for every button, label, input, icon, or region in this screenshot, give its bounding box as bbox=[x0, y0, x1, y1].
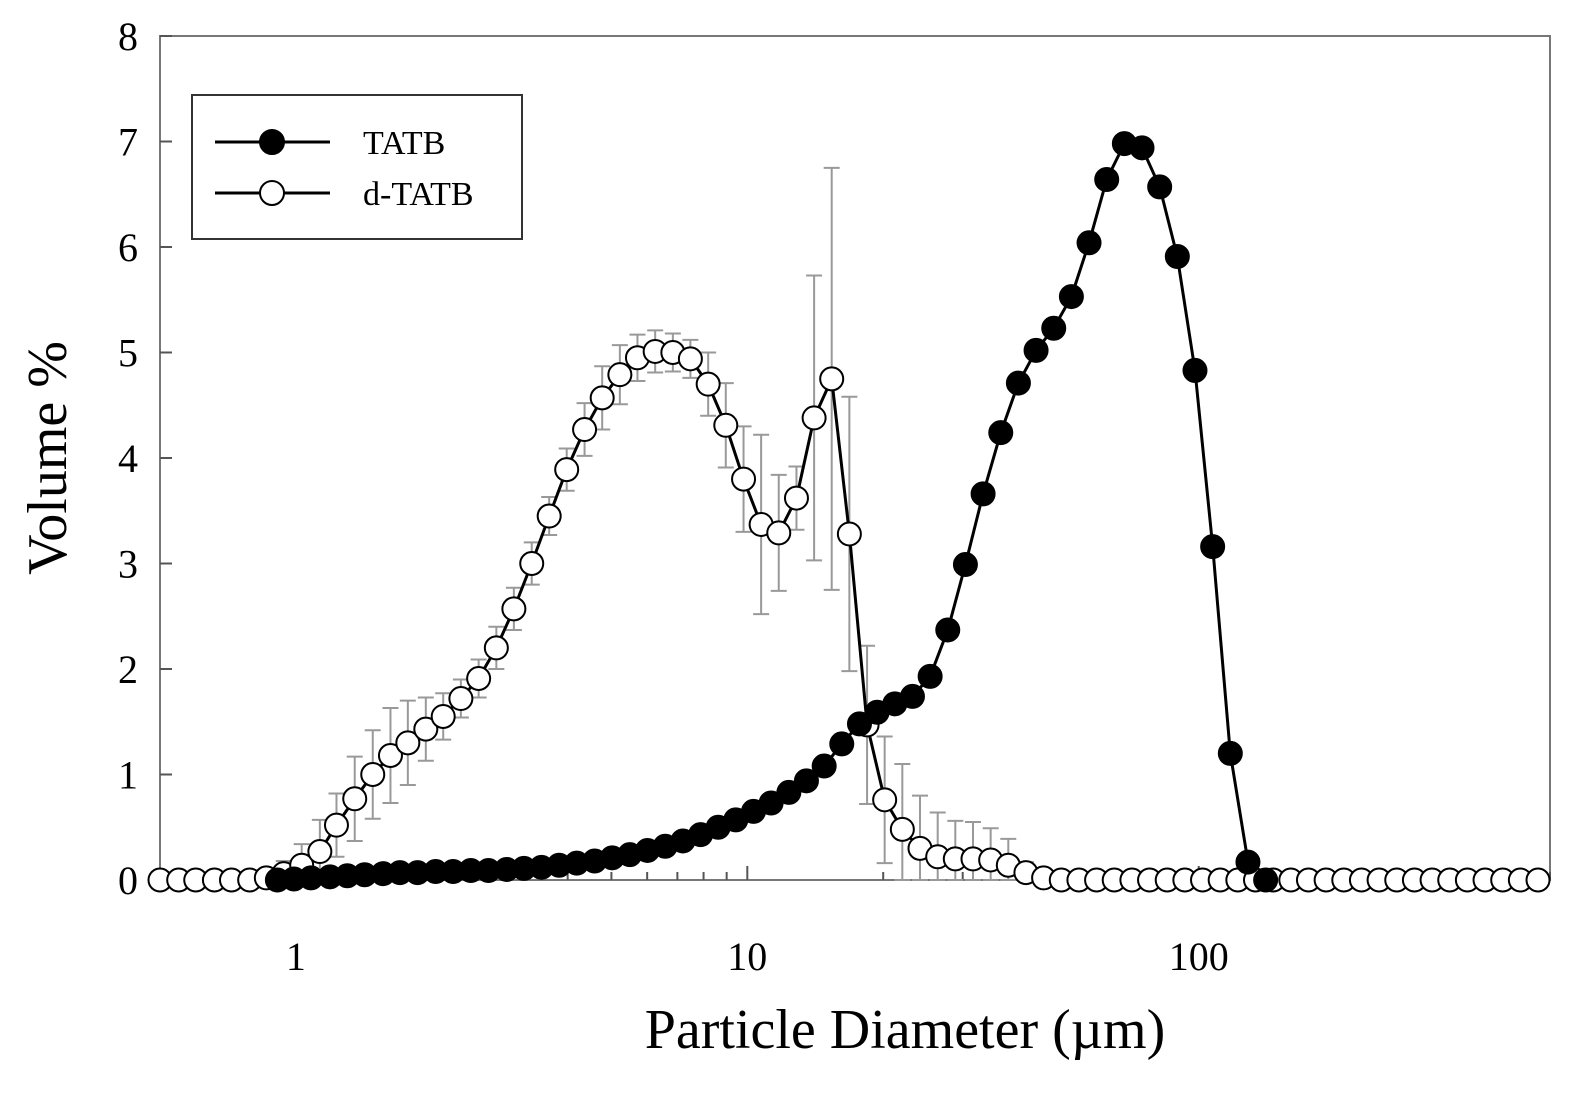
tatb-point bbox=[1217, 740, 1243, 766]
d-tatb-point bbox=[483, 635, 509, 661]
tatb-point bbox=[1041, 315, 1067, 341]
x-tick-label: 10 bbox=[727, 934, 767, 979]
d-tatb-point bbox=[466, 665, 492, 691]
legend: TATB d-TATB bbox=[191, 94, 523, 240]
y-tick-label: 3 bbox=[118, 542, 138, 587]
d-tatb-point bbox=[430, 703, 456, 729]
d-tatb-point bbox=[395, 730, 421, 756]
d-tatb-point bbox=[766, 520, 792, 546]
y-tick-label: 5 bbox=[118, 331, 138, 376]
d-tatb-point bbox=[572, 417, 598, 443]
legend-box bbox=[191, 94, 523, 240]
tatb-point bbox=[988, 420, 1014, 446]
tatb-point bbox=[793, 768, 819, 794]
tatb-point bbox=[1235, 849, 1261, 875]
d-tatb-point bbox=[519, 551, 545, 576]
tatb-point bbox=[970, 481, 996, 507]
d-tatb-point bbox=[413, 716, 439, 742]
tatb-point bbox=[1253, 867, 1279, 893]
tatb-point bbox=[829, 731, 855, 757]
d-tatb-point bbox=[819, 366, 845, 392]
d-tatb-point bbox=[713, 412, 739, 438]
tatb-point bbox=[1182, 357, 1208, 383]
legend-marker-dtatb bbox=[259, 180, 285, 206]
d-tatb-point bbox=[677, 346, 703, 372]
y-tick-label: 8 bbox=[118, 14, 138, 59]
d-tatb-point bbox=[377, 743, 403, 769]
tatb-point bbox=[899, 683, 925, 709]
d-tatb-point bbox=[448, 686, 474, 712]
tatb-point bbox=[1129, 135, 1155, 161]
tatb-point bbox=[1200, 534, 1226, 560]
y-tick-label: 2 bbox=[118, 647, 138, 692]
d-tatb-point bbox=[1525, 867, 1551, 893]
d-tatb-point bbox=[872, 787, 898, 813]
tatb-point bbox=[846, 711, 872, 737]
y-tick-label: 1 bbox=[118, 753, 138, 798]
d-tatb-point bbox=[783, 485, 809, 511]
d-tatb-point bbox=[360, 762, 386, 787]
d-tatb-point bbox=[731, 466, 757, 492]
tatb-point bbox=[776, 779, 802, 805]
tatb-point bbox=[1058, 284, 1084, 310]
d-tatb-point bbox=[801, 405, 827, 431]
d-tatb-point bbox=[607, 362, 633, 388]
d-tatb-point bbox=[307, 839, 333, 865]
y-tick-label: 0 bbox=[118, 858, 138, 903]
tatb-point bbox=[1076, 230, 1102, 256]
y-axis-ticks: 0 1 2 3 4 5 6 7 8 bbox=[118, 14, 172, 903]
series-markers bbox=[147, 131, 1551, 893]
d-tatb-point bbox=[554, 457, 580, 483]
d-tatb-point bbox=[536, 503, 562, 529]
legend-label-dtatb: d-TATB bbox=[363, 176, 474, 213]
y-tick-label: 7 bbox=[118, 120, 138, 165]
x-tick-label: 100 bbox=[1169, 934, 1229, 979]
tatb-point bbox=[1023, 337, 1049, 363]
tatb-point bbox=[1164, 243, 1190, 269]
tatb-point bbox=[917, 663, 943, 689]
d-tatb-point bbox=[342, 786, 368, 812]
d-tatb-point bbox=[323, 812, 349, 838]
tatb-point bbox=[1147, 174, 1173, 200]
legend-label-tatb: TATB bbox=[363, 125, 445, 162]
d-tatb-point bbox=[836, 521, 862, 547]
d-tatb-point bbox=[695, 371, 721, 397]
tatb-point bbox=[1094, 166, 1120, 192]
y-tick-label: 4 bbox=[118, 436, 138, 481]
tatb-point bbox=[1005, 370, 1031, 396]
y-axis-title: Volume % bbox=[17, 341, 79, 575]
x-axis-title: Particle Diameter (µm) bbox=[645, 999, 1166, 1061]
tatb-point bbox=[811, 753, 837, 779]
tatb-point bbox=[952, 552, 978, 578]
tatb-point bbox=[935, 617, 961, 643]
y-tick-label: 6 bbox=[118, 225, 138, 270]
d-tatb-point bbox=[889, 816, 915, 842]
d-tatb-point bbox=[501, 596, 527, 622]
tatb-series-line bbox=[277, 141, 1267, 882]
x-tick-label: 1 bbox=[286, 934, 306, 979]
legend-marker-tatb bbox=[259, 129, 285, 155]
d-tatb-point bbox=[589, 385, 615, 411]
